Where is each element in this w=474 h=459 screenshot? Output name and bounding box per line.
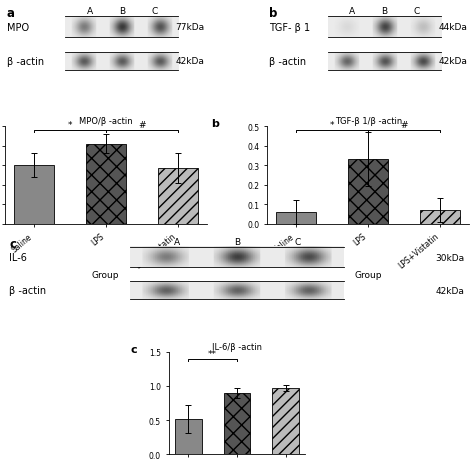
Text: c: c [130, 344, 137, 354]
Title: TGF-β 1/β -actin: TGF-β 1/β -actin [335, 117, 402, 126]
Text: c: c [9, 237, 17, 250]
Text: 42kDa: 42kDa [438, 57, 467, 66]
Text: **: ** [208, 349, 217, 358]
Text: 30kDa: 30kDa [436, 253, 465, 262]
Text: TGF- β 1: TGF- β 1 [269, 23, 310, 33]
Bar [224, 393, 250, 454]
Text: 42kDa: 42kDa [176, 57, 205, 66]
X-axis label: Group: Group [355, 270, 382, 279]
Title: IL-6/β -actin: IL-6/β -actin [212, 342, 262, 351]
Text: B: B [234, 237, 240, 246]
Text: C: C [414, 7, 420, 16]
Text: β -actin: β -actin [9, 285, 46, 296]
Text: a: a [7, 7, 15, 20]
X-axis label: Group: Group [92, 270, 119, 279]
Text: IL-6: IL-6 [9, 252, 27, 263]
Text: #: # [138, 121, 146, 129]
Text: B: B [382, 7, 388, 16]
Bar [420, 210, 460, 224]
Bar [14, 166, 54, 224]
Text: A: A [349, 7, 355, 16]
Text: A: A [86, 7, 92, 16]
Bar [348, 160, 388, 224]
Text: 42kDa: 42kDa [436, 286, 465, 295]
Text: 77kDa: 77kDa [175, 23, 205, 32]
Text: MPO: MPO [7, 23, 29, 33]
Bar [276, 213, 316, 224]
Bar [86, 144, 126, 224]
Bar [175, 419, 202, 454]
Text: A: A [173, 237, 180, 246]
Text: 44kDa: 44kDa [438, 23, 467, 32]
Text: C: C [151, 7, 157, 16]
Text: B: B [119, 7, 125, 16]
Text: β -actin: β -actin [269, 56, 306, 67]
Text: b: b [211, 119, 219, 129]
Bar [272, 388, 299, 454]
Text: C: C [294, 237, 301, 246]
Text: b: b [269, 7, 278, 20]
Title: MPO/β -actin: MPO/β -actin [79, 117, 133, 126]
Text: β -actin: β -actin [7, 56, 44, 67]
Text: *: * [330, 121, 335, 129]
Text: #: # [401, 121, 408, 129]
Bar [158, 168, 198, 224]
Text: *: * [67, 121, 72, 129]
